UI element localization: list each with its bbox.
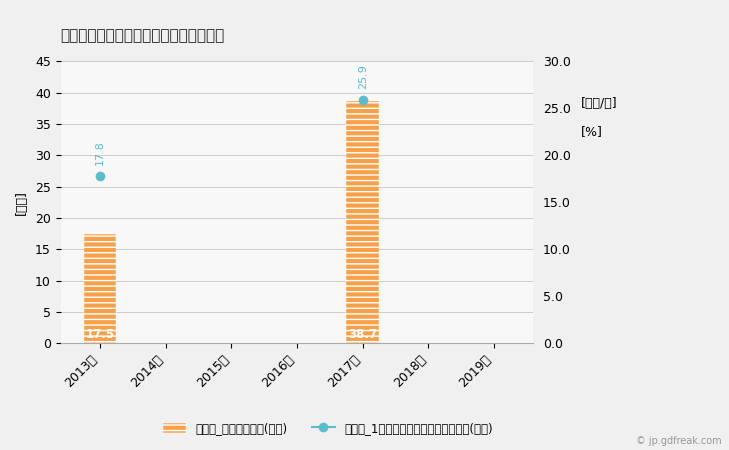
Text: 17.5: 17.5 — [85, 328, 114, 341]
Legend: 産業用_工事費予定額(左軸), 産業用_1平米当たり平均工事費予定額(右軸): 産業用_工事費予定額(左軸), 産業用_1平米当たり平均工事費予定額(右軸) — [158, 417, 498, 440]
Text: 産業用建築物の工事費予定額合計の推移: 産業用建築物の工事費予定額合計の推移 — [61, 28, 225, 44]
Text: [万円/㎡]: [万円/㎡] — [581, 97, 617, 110]
Text: 25.9: 25.9 — [358, 64, 367, 89]
Text: 17.8: 17.8 — [95, 140, 105, 165]
Y-axis label: [億円]: [億円] — [15, 190, 28, 215]
Text: © jp.gdfreak.com: © jp.gdfreak.com — [636, 436, 722, 446]
Text: 38.7: 38.7 — [348, 328, 377, 341]
Text: [%]: [%] — [581, 126, 603, 138]
Bar — [346, 101, 379, 343]
Bar — [84, 234, 117, 343]
